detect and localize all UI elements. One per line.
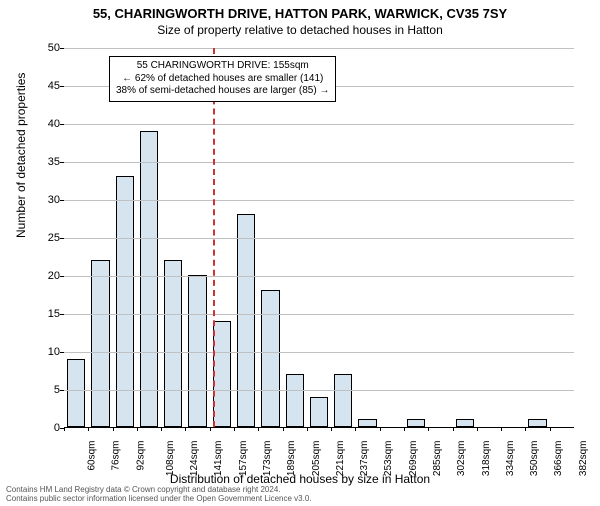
x-tick-label: 124sqm xyxy=(189,441,200,477)
y-tick-mark xyxy=(60,200,64,201)
x-tick-mark xyxy=(453,427,454,431)
x-tick-label: 221sqm xyxy=(335,441,346,477)
chart-plot-area: 60sqm76sqm92sqm108sqm124sqm141sqm157sqm1… xyxy=(64,48,574,428)
gridline xyxy=(64,238,574,239)
x-axis-label: Distribution of detached houses by size … xyxy=(0,472,600,486)
x-tick-label: 76sqm xyxy=(111,441,122,471)
chart-title-sub: Size of property relative to detached ho… xyxy=(0,23,600,37)
x-tick-mark xyxy=(307,427,308,431)
y-tick-label: 25 xyxy=(38,232,60,244)
x-tick-label: 173sqm xyxy=(262,441,273,477)
y-tick-mark xyxy=(60,276,64,277)
y-tick-label: 50 xyxy=(38,42,60,54)
x-tick-label: 157sqm xyxy=(238,441,249,477)
histogram-bar xyxy=(261,290,279,427)
x-tick-mark xyxy=(234,427,235,431)
x-tick-label: 318sqm xyxy=(481,441,492,477)
x-tick-mark xyxy=(404,427,405,431)
y-tick-label: 10 xyxy=(38,346,60,358)
histogram-bar xyxy=(237,214,255,427)
x-tick-label: 60sqm xyxy=(87,441,98,471)
y-tick-label: 45 xyxy=(38,80,60,92)
y-tick-label: 15 xyxy=(38,308,60,320)
gridline xyxy=(64,162,574,163)
x-tick-label: 92sqm xyxy=(135,441,146,471)
histogram-bar xyxy=(286,374,304,427)
x-tick-label: 253sqm xyxy=(384,441,395,477)
y-tick-label: 5 xyxy=(38,384,60,396)
gridline xyxy=(64,48,574,49)
gridline xyxy=(64,200,574,201)
x-tick-label: 350sqm xyxy=(529,441,540,477)
x-tick-mark xyxy=(550,427,551,431)
x-tick-mark xyxy=(283,427,284,431)
x-tick-mark xyxy=(137,427,138,431)
histogram-bar xyxy=(140,131,158,427)
x-tick-mark xyxy=(88,427,89,431)
histogram-bar xyxy=(407,419,425,427)
x-tick-mark xyxy=(477,427,478,431)
annotation-box: 55 CHARINGWORTH DRIVE: 155sqm← 62% of de… xyxy=(109,56,336,102)
annotation-line: 55 CHARINGWORTH DRIVE: 155sqm xyxy=(116,60,329,73)
y-axis-label: Number of detached properties xyxy=(14,73,28,238)
histogram-bar xyxy=(528,419,546,427)
footer-attribution: Contains HM Land Registry data © Crown c… xyxy=(6,486,594,504)
histogram-bar xyxy=(91,260,109,427)
x-tick-mark xyxy=(113,427,114,431)
x-tick-mark xyxy=(380,427,381,431)
x-tick-label: 108sqm xyxy=(165,441,176,477)
x-tick-mark xyxy=(501,427,502,431)
gridline xyxy=(64,314,574,315)
gridline xyxy=(64,124,574,125)
y-tick-mark xyxy=(60,86,64,87)
histogram-bar xyxy=(213,321,231,427)
y-tick-label: 0 xyxy=(38,422,60,434)
x-tick-label: 366sqm xyxy=(554,441,565,477)
x-tick-label: 189sqm xyxy=(286,441,297,477)
x-tick-mark xyxy=(525,427,526,431)
x-tick-label: 302sqm xyxy=(456,441,467,477)
x-tick-label: 382sqm xyxy=(578,441,589,477)
y-tick-mark xyxy=(60,124,64,125)
annotation-line: ← 62% of detached houses are smaller (14… xyxy=(116,73,329,86)
histogram-bar xyxy=(188,275,206,427)
x-tick-mark xyxy=(331,427,332,431)
x-tick-label: 205sqm xyxy=(311,441,322,477)
y-tick-label: 20 xyxy=(38,270,60,282)
y-tick-mark xyxy=(60,352,64,353)
x-tick-mark xyxy=(64,427,65,431)
histogram-bar xyxy=(334,374,352,427)
x-tick-mark xyxy=(161,427,162,431)
y-tick-mark xyxy=(60,162,64,163)
x-tick-label: 237sqm xyxy=(359,441,370,477)
x-tick-label: 285sqm xyxy=(432,441,443,477)
x-tick-label: 141sqm xyxy=(214,441,225,477)
annotation-line: 38% of semi-detached houses are larger (… xyxy=(116,85,329,98)
x-tick-mark xyxy=(185,427,186,431)
chart-title-main: 55, CHARINGWORTH DRIVE, HATTON PARK, WAR… xyxy=(0,6,600,21)
reference-line xyxy=(213,48,215,427)
histogram-bar xyxy=(310,397,328,427)
histogram-bar xyxy=(358,419,376,427)
x-tick-label: 334sqm xyxy=(505,441,516,477)
histogram-bar xyxy=(456,419,474,427)
histogram-bar xyxy=(164,260,182,427)
y-tick-label: 30 xyxy=(38,194,60,206)
gridline xyxy=(64,390,574,391)
histogram-bar xyxy=(67,359,85,427)
x-tick-mark xyxy=(355,427,356,431)
y-tick-label: 35 xyxy=(38,156,60,168)
y-tick-label: 40 xyxy=(38,118,60,130)
y-tick-mark xyxy=(60,314,64,315)
x-tick-label: 269sqm xyxy=(408,441,419,477)
y-tick-mark xyxy=(60,48,64,49)
x-tick-mark xyxy=(210,427,211,431)
x-tick-mark xyxy=(428,427,429,431)
y-tick-mark xyxy=(60,238,64,239)
x-tick-mark xyxy=(258,427,259,431)
gridline xyxy=(64,276,574,277)
gridline xyxy=(64,352,574,353)
y-tick-mark xyxy=(60,390,64,391)
